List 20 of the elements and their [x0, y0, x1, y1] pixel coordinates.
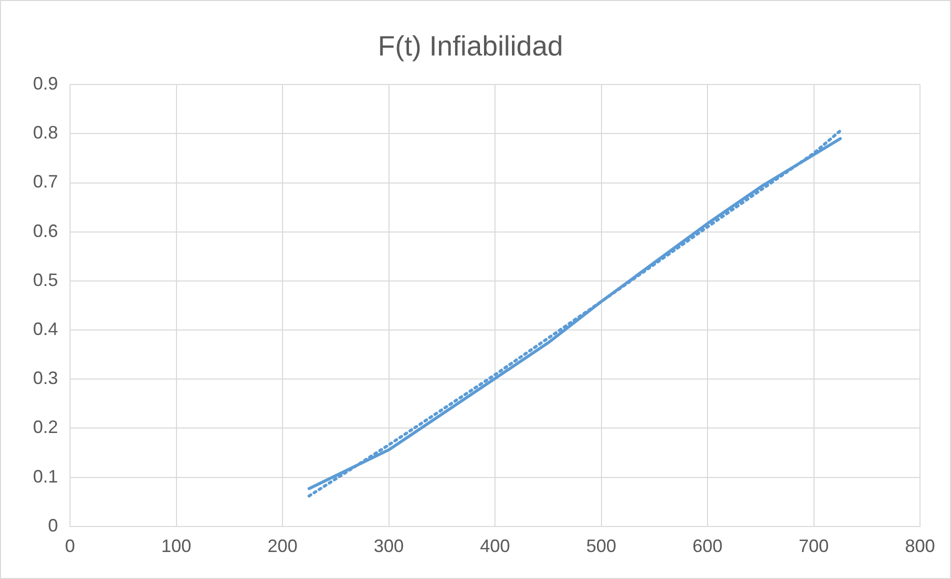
y-tick-label: 0.1 [32, 466, 58, 486]
y-tick-label: 0.9 [32, 74, 58, 94]
x-tick-label: 0 [65, 536, 76, 556]
x-tick-label: 300 [374, 536, 404, 556]
x-tick-label: 400 [480, 536, 510, 556]
y-tick-label: 0.2 [32, 417, 58, 438]
y-tick-label: 0.7 [32, 172, 58, 192]
x-tick-label: 500 [586, 536, 616, 556]
y-tick-label: 0.8 [32, 122, 58, 143]
y-tick-label: 0.3 [32, 368, 58, 388]
y-tick-label: 0 [48, 515, 58, 536]
y-tick-label: 0.6 [32, 220, 58, 241]
x-tick-label: 700 [798, 536, 829, 556]
x-tick-label: 600 [692, 536, 723, 556]
y-tick-label: 0.4 [32, 319, 58, 340]
x-tick-label: 800 [904, 536, 936, 556]
x-tick-label: 200 [267, 536, 298, 556]
x-tick-label: 100 [161, 536, 192, 556]
chart-title: F(t) Infiabilidad [378, 30, 564, 62]
y-tick-label: 0.5 [32, 270, 58, 290]
